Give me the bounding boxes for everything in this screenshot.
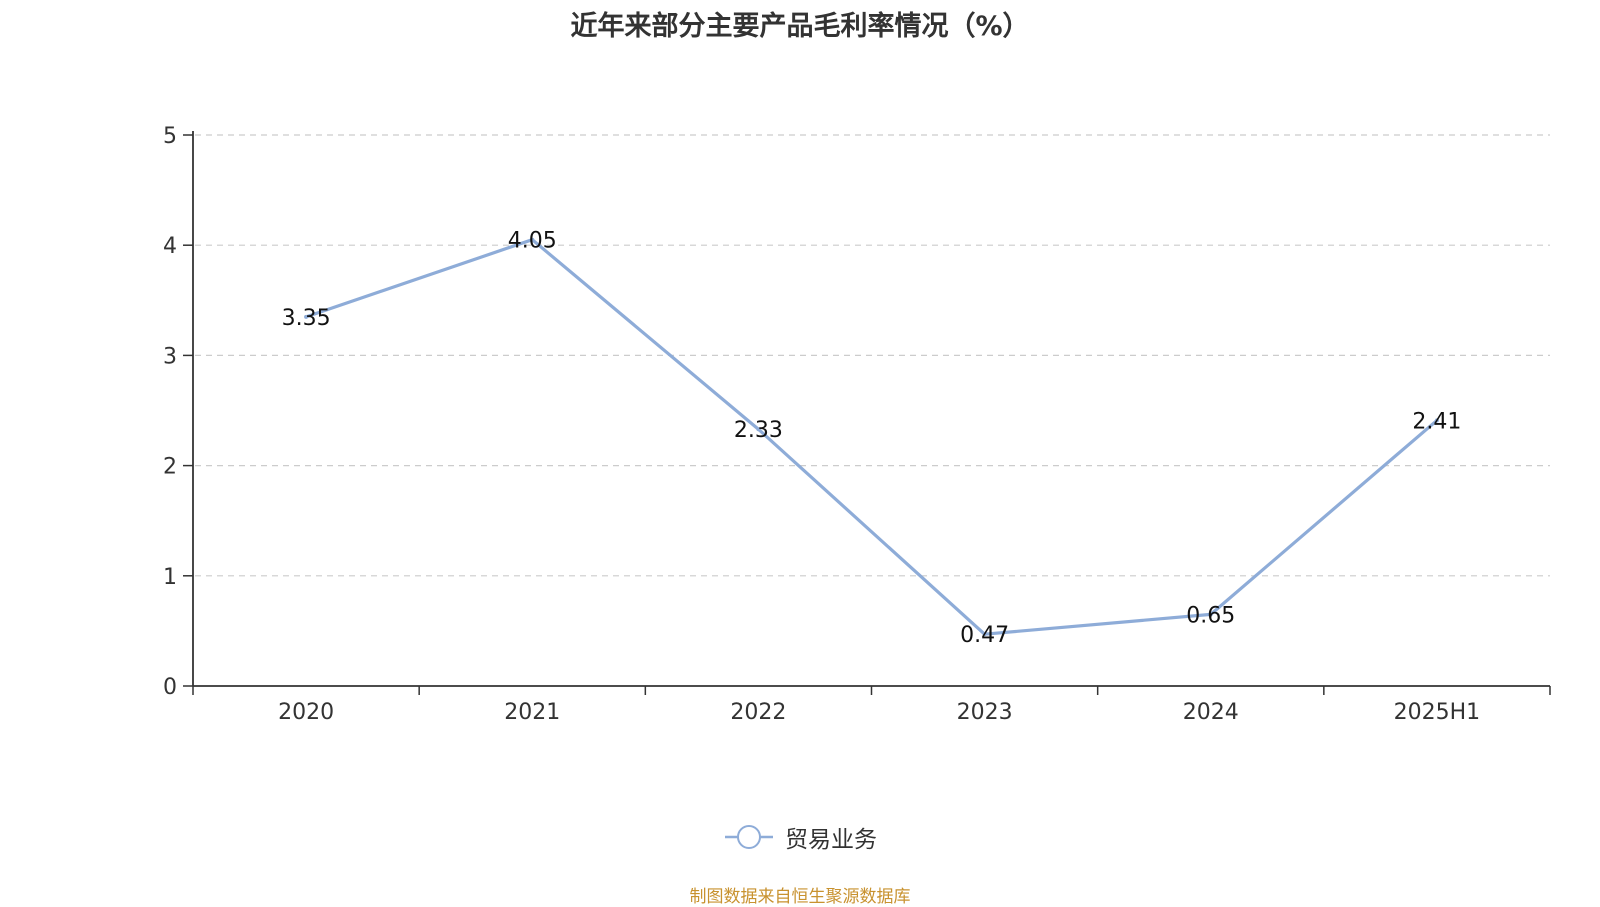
x-tick-label: 2023	[957, 700, 1013, 725]
legend[interactable]: 贸易业务	[0, 820, 1600, 854]
data-label: 3.35	[282, 306, 331, 331]
series-line	[305, 238, 1438, 636]
data-label: 2.33	[734, 418, 783, 443]
chart-title: 近年来部分主要产品毛利率情况（%）	[570, 11, 1030, 42]
axes: 0 1 2 3 4 5 2020 2021 2022 2023 2024 2025H1	[163, 124, 1551, 725]
x-tick-label: 2025H1	[1394, 700, 1481, 725]
series-layer	[304, 237, 1439, 637]
data-point	[982, 632, 987, 637]
y-tick-label: 5	[163, 124, 177, 149]
x-tick-label: 2020	[278, 700, 334, 725]
legend-label: 贸易业务	[785, 827, 877, 853]
y-tick-label: 0	[163, 675, 177, 700]
y-tick-label: 4	[163, 234, 177, 259]
x-tick-label: 2022	[730, 700, 786, 725]
data-label: 4.05	[508, 229, 557, 254]
data-point	[530, 237, 535, 242]
data-point	[304, 314, 309, 319]
x-tick-label: 2021	[504, 700, 560, 725]
data-label: 0.47	[960, 623, 1009, 648]
data-point	[756, 427, 761, 432]
gridlines	[195, 134, 1550, 577]
legend-line-circle-icon	[725, 825, 773, 849]
y-tick-label: 3	[163, 344, 177, 369]
y-tick-label: 1	[163, 565, 177, 590]
x-tick-label: 2024	[1183, 700, 1239, 725]
data-point	[1434, 418, 1439, 423]
y-tick-label: 2	[163, 455, 177, 480]
source-note: 制图数据来自恒生聚源数据库	[689, 887, 911, 907]
data-label: 2.41	[1412, 409, 1461, 434]
data-point	[1208, 612, 1213, 617]
data-label: 0.65	[1186, 603, 1235, 628]
data-labels: 3.35 4.05 2.33 0.47 0.65 2.41	[282, 229, 1462, 649]
